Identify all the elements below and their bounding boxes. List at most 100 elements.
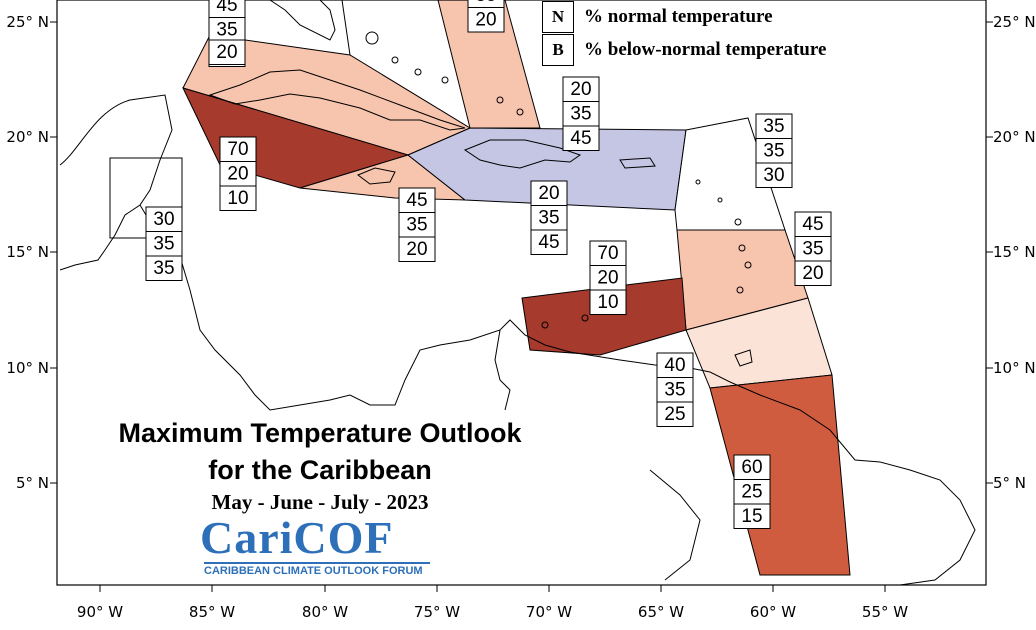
x-tick-label: 60° W bbox=[750, 603, 796, 621]
probability-value: 20 bbox=[597, 268, 618, 289]
probability-cell bbox=[530, 229, 568, 255]
y-tick-label-right: 20° N bbox=[993, 128, 1036, 146]
probability-cell bbox=[145, 206, 183, 232]
island bbox=[744, 261, 752, 269]
probability-cell bbox=[794, 236, 832, 262]
island bbox=[581, 314, 589, 322]
probability-box: 70 20 10 bbox=[589, 240, 627, 315]
probability-cell bbox=[145, 231, 183, 257]
x-tick-label: 65° W bbox=[638, 603, 684, 621]
probability-cell bbox=[219, 185, 257, 211]
probability-value: 20 bbox=[406, 239, 427, 260]
y-tick-label-left: 20° N bbox=[6, 128, 49, 146]
island bbox=[541, 321, 549, 329]
probability-box: 45 35 20 bbox=[794, 211, 832, 286]
probability-value: 20 bbox=[216, 42, 237, 63]
probability-value: 45 bbox=[538, 232, 559, 253]
probability-value: 20 bbox=[802, 263, 823, 284]
probability-box: 20 35 45 bbox=[562, 76, 600, 151]
island bbox=[736, 286, 744, 294]
probability-value: 35 bbox=[216, 20, 237, 41]
legend-key: B bbox=[542, 34, 574, 66]
probability-value: 20 bbox=[475, 10, 496, 31]
probability-value: 45 bbox=[570, 128, 591, 149]
probability-value: 70 bbox=[597, 243, 618, 264]
probability-boxes: 4535203520207020104535202035452035453535… bbox=[145, 0, 832, 529]
probability-value: 35 bbox=[538, 208, 559, 229]
island bbox=[496, 96, 504, 104]
probability-box: 60 25 15 bbox=[733, 454, 771, 529]
island bbox=[695, 179, 701, 185]
caricof-logo: CariCOF CARIBBEAN CLIMATE OUTLOOK FORUM bbox=[200, 514, 436, 577]
probability-value: 30 bbox=[763, 165, 784, 186]
zone-abc bbox=[521, 277, 687, 356]
y-tick-label-right: 10° N bbox=[993, 359, 1036, 377]
island bbox=[734, 218, 742, 226]
map-title: Maximum Temperature Outlook bbox=[118, 418, 522, 448]
axis-ticks bbox=[50, 21, 993, 592]
probability-value: 35 bbox=[763, 141, 784, 162]
probability-value: 10 bbox=[597, 292, 618, 313]
legend-normal: N % normal temperature bbox=[542, 0, 773, 34]
probability-box: 35 35 30 bbox=[755, 113, 793, 188]
coast-trinidad bbox=[734, 349, 753, 367]
map-frame bbox=[56, 0, 987, 586]
axis-labels: 90° W 85° W 80° W 75° W 70° W 65° W 60° … bbox=[6, 13, 1035, 621]
legend-below: B % below-normal temperature bbox=[542, 33, 826, 67]
legend-label: % below-normal temperature bbox=[584, 39, 827, 60]
y-tick-label-left: 25° N bbox=[6, 13, 49, 31]
forecast-zones bbox=[109, 0, 851, 576]
islands bbox=[365, 31, 752, 329]
probability-value: 35 bbox=[406, 215, 427, 236]
map-title-line2: for the Caribbean bbox=[208, 455, 432, 485]
probability-cell bbox=[733, 503, 771, 529]
coast-mexico-central-america bbox=[59, 94, 731, 411]
probability-box: 70 20 10 bbox=[219, 136, 257, 211]
probability-cell bbox=[656, 352, 694, 378]
probability-cell bbox=[145, 255, 183, 281]
island bbox=[365, 31, 379, 45]
zone-guianas bbox=[709, 374, 851, 576]
coast-puerto-rico bbox=[619, 157, 656, 169]
x-tick-label: 85° W bbox=[189, 603, 235, 621]
probability-cell bbox=[562, 76, 600, 102]
probability-value: 20 bbox=[227, 164, 248, 185]
probability-cell bbox=[208, 17, 246, 43]
x-tick-label: 70° W bbox=[526, 603, 572, 621]
x-tick-label: 90° W bbox=[77, 603, 123, 621]
probability-value: 20 bbox=[538, 183, 559, 204]
probability-cell bbox=[733, 454, 771, 480]
forecast-period: May - June - July - 2023 bbox=[211, 490, 429, 514]
x-tick-label: 55° W bbox=[862, 603, 908, 621]
coast-hispaniola bbox=[463, 139, 582, 169]
probability-box: 45 35 20 bbox=[398, 187, 436, 262]
y-tick-label-right: 15° N bbox=[993, 243, 1036, 261]
legend-label: % normal temperature bbox=[584, 6, 773, 27]
probability-cell bbox=[794, 211, 832, 237]
coast-jamaica bbox=[356, 167, 396, 185]
probability-cell bbox=[589, 265, 627, 291]
probability-box: 20 bbox=[208, 39, 246, 65]
legend-key: N bbox=[542, 1, 574, 33]
y-tick-label-left: 15° N bbox=[6, 243, 49, 261]
probability-cell bbox=[219, 136, 257, 162]
y-tick-label-left: 10° N bbox=[6, 359, 49, 377]
probability-value: 35 bbox=[570, 104, 591, 125]
probability-cell bbox=[398, 212, 436, 238]
probability-box: 35 20 bbox=[467, 0, 505, 33]
logo-name: CariCOF bbox=[200, 512, 394, 563]
probability-value: 70 bbox=[227, 139, 248, 160]
coast-colombia-inland bbox=[494, 329, 701, 581]
probability-cell bbox=[219, 161, 257, 187]
probability-cell bbox=[589, 289, 627, 315]
probability-value: 45 bbox=[802, 214, 823, 235]
island bbox=[516, 108, 524, 116]
logo-subtitle: CARIBBEAN CLIMATE OUTLOOK FORUM bbox=[204, 562, 430, 577]
probability-cell bbox=[794, 260, 832, 286]
probability-value: 35 bbox=[153, 234, 174, 255]
probability-value: 35 bbox=[802, 239, 823, 260]
probability-cell bbox=[208, 39, 246, 65]
zone-turks-caicos bbox=[437, 0, 541, 129]
probability-value: 15 bbox=[741, 506, 762, 527]
